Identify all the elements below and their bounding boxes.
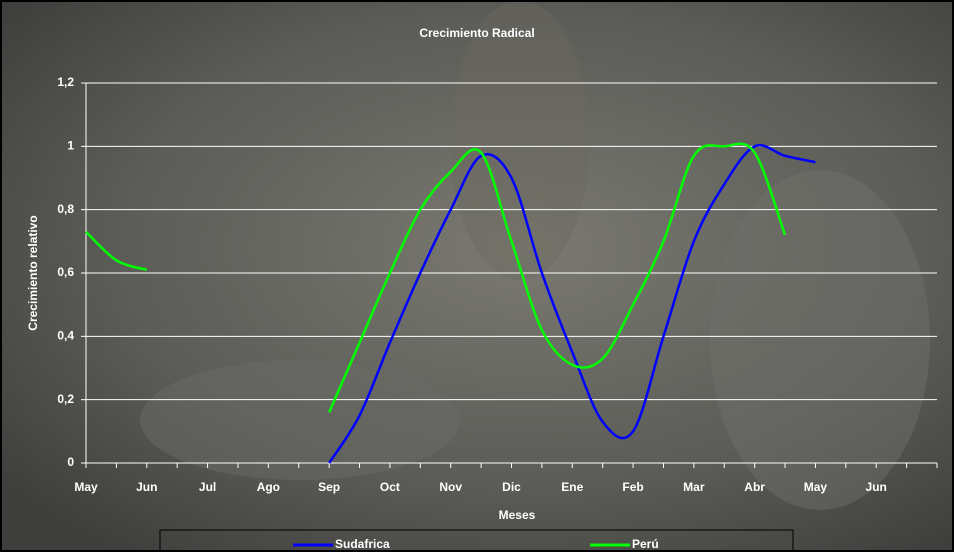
x-tick-label: Jun <box>136 480 157 494</box>
x-tick-label: Jun <box>866 480 887 494</box>
y-tick-label: 1,2 <box>57 75 74 89</box>
x-tick-label: Ago <box>257 480 280 494</box>
series-line <box>85 142 787 413</box>
y-tick-label: 0 <box>67 455 74 469</box>
x-tick-label: Feb <box>622 480 643 494</box>
legend-label: Perú <box>632 537 659 551</box>
x-tick-label: Ene <box>561 480 583 494</box>
background-leaf <box>140 360 460 480</box>
y-axis-label: Crecimiento relativo <box>26 215 40 330</box>
background-leaf <box>710 170 930 510</box>
y-tick-label: 0,6 <box>57 265 74 279</box>
x-tick-label: May <box>804 480 828 494</box>
x-tick-label: Oct <box>380 480 400 494</box>
chart-title: Crecimiento Radical <box>419 26 534 40</box>
y-tick-label: 0,2 <box>57 392 74 406</box>
x-tick-label: Sep <box>318 480 340 494</box>
x-tick-label: Nov <box>439 480 462 494</box>
x-tick-label: May <box>74 480 98 494</box>
legend-box <box>159 529 794 557</box>
legend-label: Sudafrica <box>335 537 390 551</box>
series-line <box>328 144 816 464</box>
y-tick-label: 1 <box>67 139 74 153</box>
x-tick-label: Jul <box>199 480 216 494</box>
y-tick-label: 0,8 <box>57 202 74 216</box>
x-axis-label: Meses <box>499 508 536 522</box>
x-tick-label: Mar <box>683 480 705 494</box>
y-tick-label: 0,4 <box>57 329 74 343</box>
x-tick-label: Abr <box>744 480 765 494</box>
background-leaf <box>450 0 590 280</box>
x-tick-label: Dic <box>502 480 521 494</box>
